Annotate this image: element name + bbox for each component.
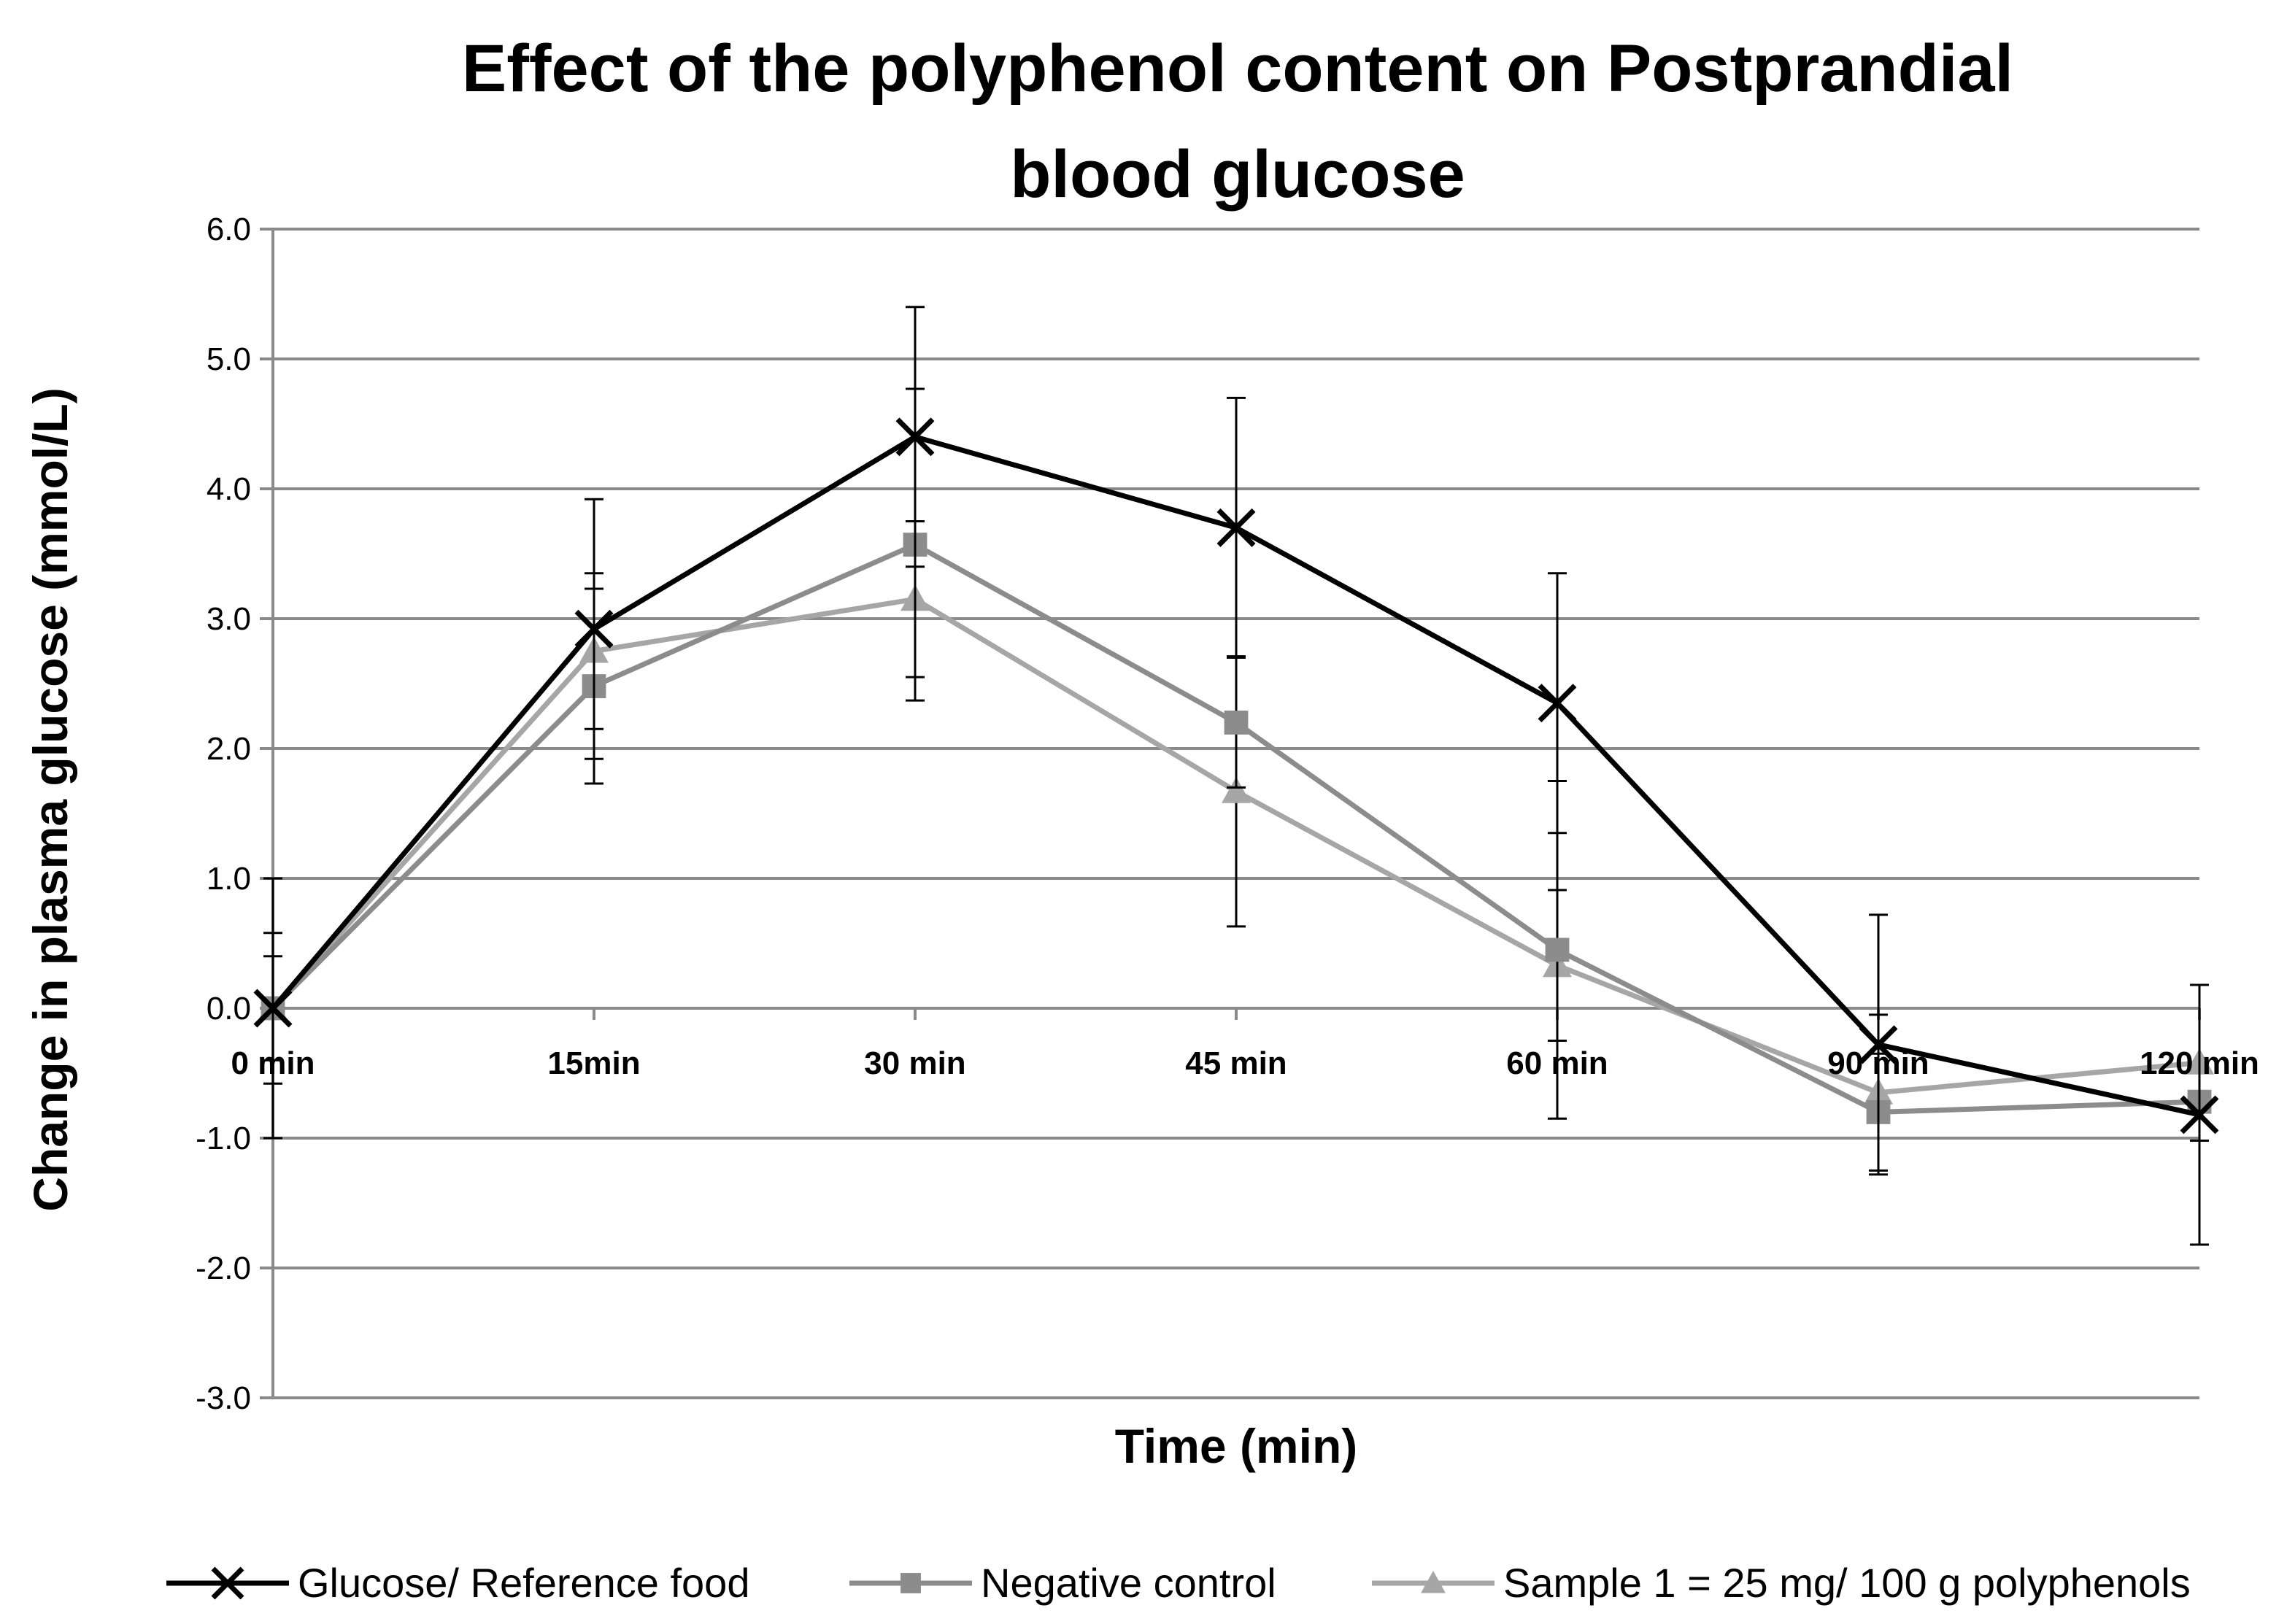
y-tick-label: 3.0 <box>207 601 251 637</box>
legend-label: Negative control <box>981 1560 1276 1606</box>
legend-item: Sample 1 = 25 mg/ 100 g polyphenols <box>1372 1560 2191 1606</box>
data-point <box>574 609 614 649</box>
x-tick-labels: 0 min 15min 30 min 45 min 60 min 90 min 120 mi… <box>231 1045 2259 1081</box>
data-point <box>1216 508 1256 547</box>
legend: Glucose/ Reference food Negative control S… <box>166 1560 2191 1606</box>
x-tick-label: 120 min <box>2140 1045 2259 1081</box>
data-point <box>1545 937 1570 962</box>
x-tick-label: 30 min <box>864 1045 965 1081</box>
series-1 <box>253 306 2219 1246</box>
data-point <box>253 989 293 1028</box>
data-point <box>1224 711 1249 735</box>
y-tick-label: -2.0 <box>196 1250 251 1286</box>
legend-item: Glucose/ Reference food <box>166 1560 749 1606</box>
legend-marker <box>900 1573 921 1593</box>
x-tick-label: 60 min <box>1506 1045 1608 1081</box>
x-tick-label: 0 min <box>231 1045 315 1081</box>
y-tick-label: -3.0 <box>196 1380 251 1416</box>
y-tick-label: 6.0 <box>207 212 251 247</box>
y-tick-label: 2.0 <box>207 731 251 767</box>
series-layer <box>253 306 2219 1246</box>
x-axis <box>271 1007 2201 1020</box>
data-point <box>1859 1025 1898 1064</box>
legend-marker <box>211 1566 244 1600</box>
legend-label: Sample 1 = 25 mg/ 100 g polyphenols <box>1503 1560 2191 1606</box>
legend-marker <box>1421 1571 1446 1593</box>
x-axis-title: Time (min) <box>1115 1419 1357 1473</box>
data-point <box>895 417 935 457</box>
legend-label: Glucose/ Reference food <box>298 1560 749 1606</box>
chart-title-line-2: blood glucose <box>1010 137 1465 212</box>
x-tick-label: 15min <box>547 1045 640 1081</box>
y-axis: 6.0 5.0 4.0 3.0 2.0 1.0 0.0 -1.0 -2.0 -3.0 <box>196 212 274 1416</box>
chart-title-line-1: Effect of the polyphenol content on Post… <box>462 31 2013 106</box>
x-tick-label: 45 min <box>1185 1045 1287 1081</box>
y-tick-label: 4.0 <box>207 471 251 507</box>
data-point <box>1222 776 1251 803</box>
y-tick-label: -1.0 <box>196 1121 251 1156</box>
y-tick-label: 1.0 <box>207 861 251 897</box>
y-tick-label: 0.0 <box>207 991 251 1026</box>
data-point <box>1538 684 1577 723</box>
y-axis-title: Change in plasma glucose (mmol/L) <box>23 387 77 1212</box>
data-point <box>2180 1095 2219 1134</box>
x-tick-label: 90 min <box>1827 1045 1929 1081</box>
y-tick-label: 5.0 <box>207 341 251 377</box>
legend-item: Negative control <box>849 1560 1276 1606</box>
